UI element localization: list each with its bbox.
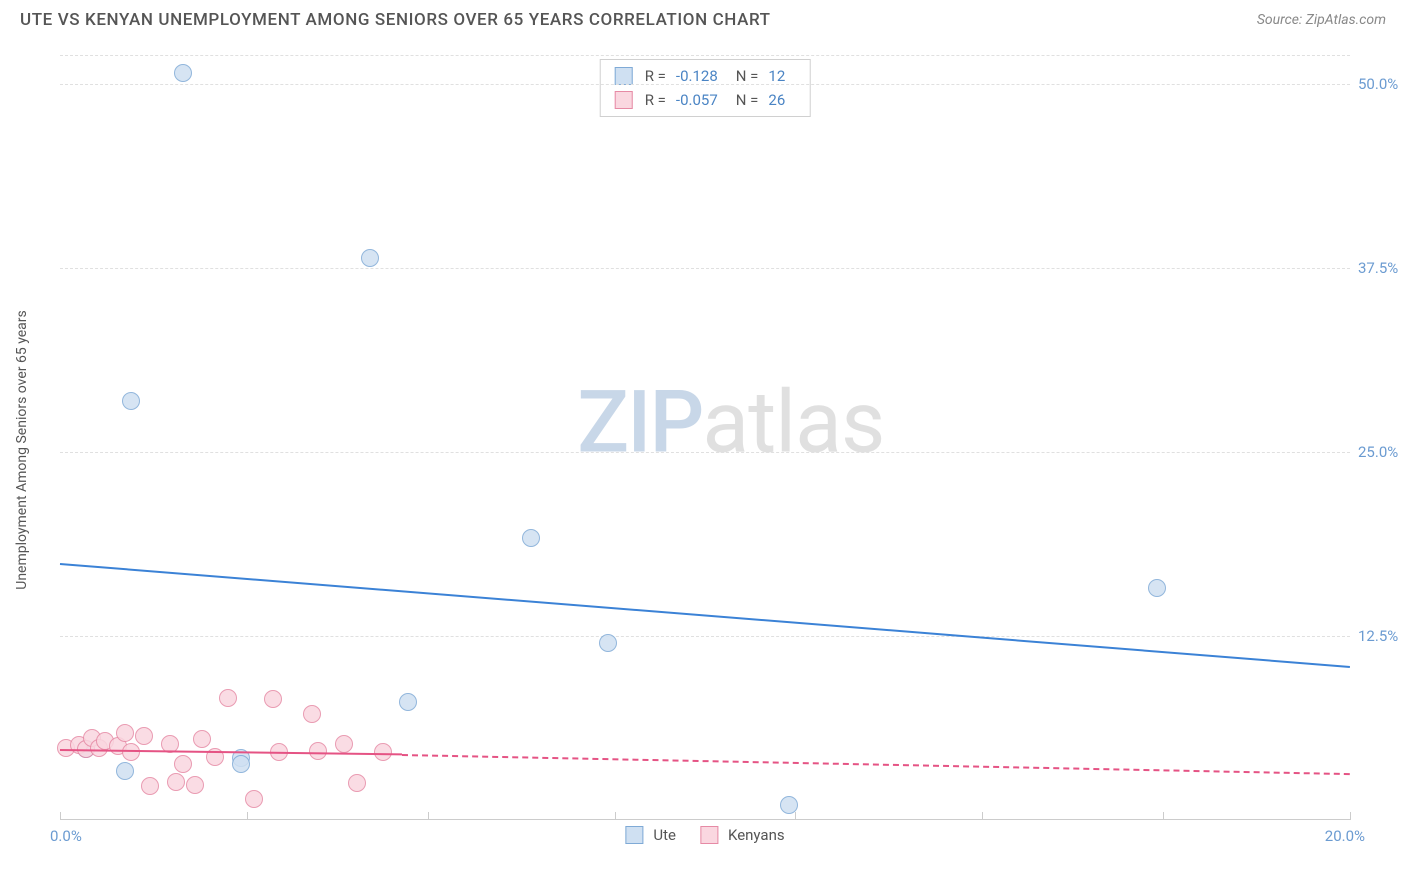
data-point [193, 730, 211, 748]
scatter-plot: ZIPatlas R =-0.128N =12R =-0.057N =26 0.… [60, 55, 1350, 820]
data-point [361, 249, 379, 267]
x-tick [982, 812, 983, 820]
data-point [522, 529, 540, 547]
chart-area: Unemployment Among Seniors over 65 years… [50, 55, 1380, 845]
trend-line [402, 754, 1350, 775]
watermark: ZIPatlas [577, 372, 884, 473]
legend-r-label: R = [645, 88, 666, 112]
legend-n-value: 26 [768, 88, 785, 112]
gridline-h [60, 452, 1350, 453]
x-tick [60, 812, 61, 820]
data-point [245, 790, 263, 808]
watermark-atlas: atlas [702, 372, 884, 473]
x-tick [1350, 812, 1351, 820]
data-point [167, 773, 185, 791]
correlation-legend: R =-0.128N =12R =-0.057N =26 [600, 59, 811, 117]
x-origin-label: 0.0% [50, 827, 82, 845]
data-point [309, 742, 327, 760]
legend-item: Kenyans [700, 826, 785, 844]
legend-label: Ute [653, 826, 676, 844]
gridline-h [60, 636, 1350, 637]
x-end-label: 20.0% [1325, 827, 1365, 845]
data-point [141, 777, 159, 795]
chart-title: UTE VS KENYAN UNEMPLOYMENT AMONG SENIORS… [20, 10, 771, 30]
series-legend: Ute Kenyans [625, 826, 784, 844]
legend-r-value: -0.057 [676, 88, 718, 112]
data-point [599, 634, 617, 652]
legend-item: Ute [625, 826, 676, 844]
x-tick [428, 812, 429, 820]
x-tick [615, 812, 616, 820]
data-point [116, 724, 134, 742]
chart-header: UTE VS KENYAN UNEMPLOYMENT AMONG SENIORS… [0, 0, 1406, 36]
data-point [174, 755, 192, 773]
legend-swatch [700, 826, 718, 844]
watermark-zip: ZIP [577, 372, 702, 473]
data-point [135, 727, 153, 745]
data-point [348, 774, 366, 792]
data-point [122, 743, 140, 761]
data-point [335, 735, 353, 753]
x-axis-line [60, 819, 1350, 820]
x-tick [247, 812, 248, 820]
legend-swatch [615, 67, 633, 85]
data-point [264, 690, 282, 708]
legend-label: Kenyans [728, 826, 785, 844]
legend-row: R = -0.057 N = 26 [615, 88, 796, 112]
legend-swatch [625, 826, 643, 844]
data-point [399, 693, 417, 711]
legend-swatch [615, 91, 633, 109]
data-point [186, 776, 204, 794]
y-axis-label: Unemployment Among Seniors over 65 years [14, 310, 30, 590]
x-tick [795, 812, 796, 820]
data-point [122, 392, 140, 410]
y-tick-label: 25.0% [1358, 443, 1406, 461]
gridline-h [60, 84, 1350, 85]
source-attribution: Source: ZipAtlas.com [1257, 12, 1386, 28]
y-tick-label: 50.0% [1358, 75, 1406, 93]
data-point [232, 755, 250, 773]
legend-n-label: N = [736, 88, 759, 112]
data-point [116, 762, 134, 780]
data-point [219, 689, 237, 707]
y-tick-label: 12.5% [1358, 627, 1406, 645]
y-tick-label: 37.5% [1358, 259, 1406, 277]
x-tick [1163, 812, 1164, 820]
data-point [174, 64, 192, 82]
data-point [780, 796, 798, 814]
gridline-h [60, 55, 1350, 56]
data-point [303, 705, 321, 723]
data-point [1148, 579, 1166, 597]
gridline-h [60, 268, 1350, 269]
